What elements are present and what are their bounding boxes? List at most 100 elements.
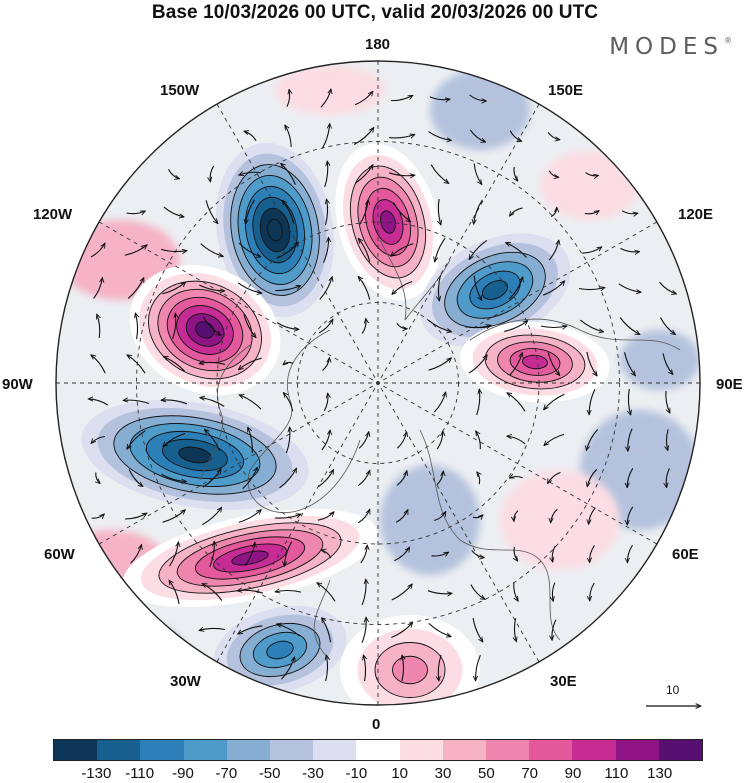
anomaly-contour: [392, 655, 428, 685]
wind-arrow: [318, 319, 333, 334]
wind-arrow: [161, 400, 188, 405]
wind-arrow: [585, 172, 599, 176]
wind-arrow: [199, 362, 226, 364]
wind-arrow: [361, 617, 366, 644]
modes-logo: MODES®: [609, 34, 732, 60]
wind-arrow: [286, 89, 290, 107]
wind-arrow: [474, 199, 483, 224]
wind-arrow: [93, 278, 103, 299]
wind-arrow: [322, 618, 332, 643]
wind-arrow: [359, 200, 368, 225]
wind-arrow: [199, 284, 224, 291]
anomaly-halo: [430, 70, 530, 150]
wind-arrow: [584, 211, 599, 214]
wind-arrow: [578, 288, 605, 290]
lon-label-120w: 120W: [33, 206, 73, 223]
wind-arrow: [128, 469, 143, 486]
wind-arrow: [468, 355, 487, 374]
wind-arrow: [394, 547, 409, 562]
wind-arrow: [354, 165, 373, 184]
wind-arrow: [96, 472, 100, 484]
wind-arrow: [397, 432, 406, 449]
wind-arrow: [509, 476, 523, 479]
wind-arrow: [550, 207, 557, 218]
colorbar-swatch: [658, 740, 703, 760]
colorbar-swatch: [442, 740, 487, 760]
wind-arrow: [472, 617, 483, 642]
wind-arrow: [627, 544, 633, 563]
wind-arrow: [543, 281, 565, 296]
colorbar-swatch: [226, 740, 271, 760]
wind-arrow: [396, 322, 407, 328]
colorbar-tick-label: 90: [564, 765, 582, 782]
wind-arrow: [509, 353, 523, 376]
graticule: [56, 61, 700, 705]
wind-arrow: [435, 237, 446, 262]
wind-arrow: [548, 240, 559, 261]
wind-arrow: [473, 163, 482, 185]
coastline-britain: [313, 579, 331, 661]
colorbar-tick-label: 130: [647, 765, 673, 782]
wind-arrow: [434, 512, 446, 522]
wind-arrow: [326, 199, 328, 226]
lon-label-90w: 90W: [2, 376, 33, 393]
wind-arrow: [237, 282, 262, 293]
wind-arrow: [125, 513, 147, 520]
coastline-canada: [199, 344, 251, 481]
coastline-greenland: [247, 329, 361, 513]
colorbar-swatch: [399, 740, 443, 760]
wind-arrow: [396, 471, 407, 486]
colorbar-swatch: [529, 740, 573, 760]
wind-arrow: [202, 584, 223, 601]
wind-arrow: [161, 473, 187, 481]
wind-arrow: [275, 514, 301, 519]
wind-arrow: [627, 506, 634, 525]
wind-arrow: [476, 389, 480, 416]
wind-arrow: [353, 128, 374, 145]
wind-arrow: [586, 351, 597, 376]
wind-arrow: [284, 541, 293, 567]
wind-arrow: [318, 470, 334, 487]
wind-arrow: [200, 398, 225, 407]
colorbar-swatch: [140, 740, 184, 760]
wind-arrow: [508, 277, 523, 300]
wind-arrow: [389, 134, 415, 138]
wind-arrow: [321, 550, 332, 559]
wind-arrow: [246, 199, 255, 224]
colorbar-swatch: [572, 740, 616, 760]
wind-arrow: [540, 326, 567, 328]
wind-arrow: [317, 583, 336, 602]
anomaly-blue-aleutian: [215, 142, 335, 318]
wind-arrow: [163, 432, 186, 446]
wind-arrow: [360, 545, 367, 564]
wind-arrow: [202, 316, 221, 336]
wind-arrow: [514, 166, 518, 181]
wind-arrow: [476, 654, 481, 681]
wind-arrow: [428, 319, 451, 332]
wind-arrow: [582, 247, 602, 254]
wind-arrow: [506, 243, 527, 258]
wind-arrow: [544, 433, 565, 445]
colorbar-swatch: [54, 740, 98, 760]
wind-arrow: [358, 276, 371, 300]
anomaly-contour: [481, 280, 509, 300]
wind-arrow: [471, 550, 485, 557]
anomaly-purple-canada: [129, 264, 281, 396]
anomaly-blue-east-asia: [419, 233, 571, 347]
colorbar-tick-label: 70: [521, 765, 538, 782]
wind-arrow: [322, 358, 330, 371]
wind-arrow: [589, 389, 596, 414]
wind-arrow: [123, 400, 150, 405]
wind-arrow: [124, 245, 147, 256]
wind-arrow: [391, 623, 412, 639]
wind-arrow: [320, 89, 331, 108]
wind-arrow: [548, 170, 559, 178]
wind-arrow: [242, 467, 258, 490]
anomaly-halo: [540, 150, 640, 220]
wind-arrow: [552, 545, 556, 562]
wind-arrow: [620, 247, 639, 252]
wind-arrow: [430, 164, 449, 184]
wind-arrow: [662, 353, 673, 375]
wind-arrow: [276, 322, 299, 330]
lon-label-30e: 30E: [550, 673, 577, 690]
